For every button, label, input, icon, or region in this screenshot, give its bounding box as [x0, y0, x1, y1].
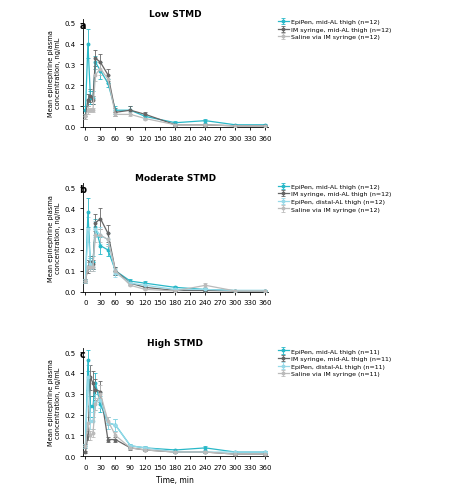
Title: Low STMD: Low STMD: [149, 10, 202, 19]
Title: Moderate STMD: Moderate STMD: [135, 174, 216, 183]
X-axis label: Time, min: Time, min: [156, 475, 194, 485]
Legend: EpiPen, mid-AL thigh (n=12), IM syringe, mid-AL thigh (n=12), Saline via IM syri: EpiPen, mid-AL thigh (n=12), IM syringe,…: [275, 18, 394, 43]
Y-axis label: Mean epinephrine plasma
concentration, ng/mL: Mean epinephrine plasma concentration, n…: [48, 30, 61, 117]
Legend: EpiPen, mid-AL thigh (n=12), IM syringe, mid-AL thigh (n=12), EpiPen, distal-AL : EpiPen, mid-AL thigh (n=12), IM syringe,…: [275, 182, 394, 215]
Y-axis label: Mean epinephrine plasma
concentration, ng/mL: Mean epinephrine plasma concentration, n…: [48, 195, 61, 281]
Text: b: b: [79, 185, 86, 195]
Title: High STMD: High STMD: [147, 338, 203, 347]
Text: c: c: [79, 349, 85, 359]
Text: a: a: [79, 20, 86, 31]
Legend: EpiPen, mid-AL thigh (n=11), IM syringe, mid-AL thigh (n=11), EpiPen, distal-AL : EpiPen, mid-AL thigh (n=11), IM syringe,…: [275, 346, 394, 379]
Y-axis label: Mean epinephrine plasma
concentration, ng/mL: Mean epinephrine plasma concentration, n…: [48, 359, 61, 446]
